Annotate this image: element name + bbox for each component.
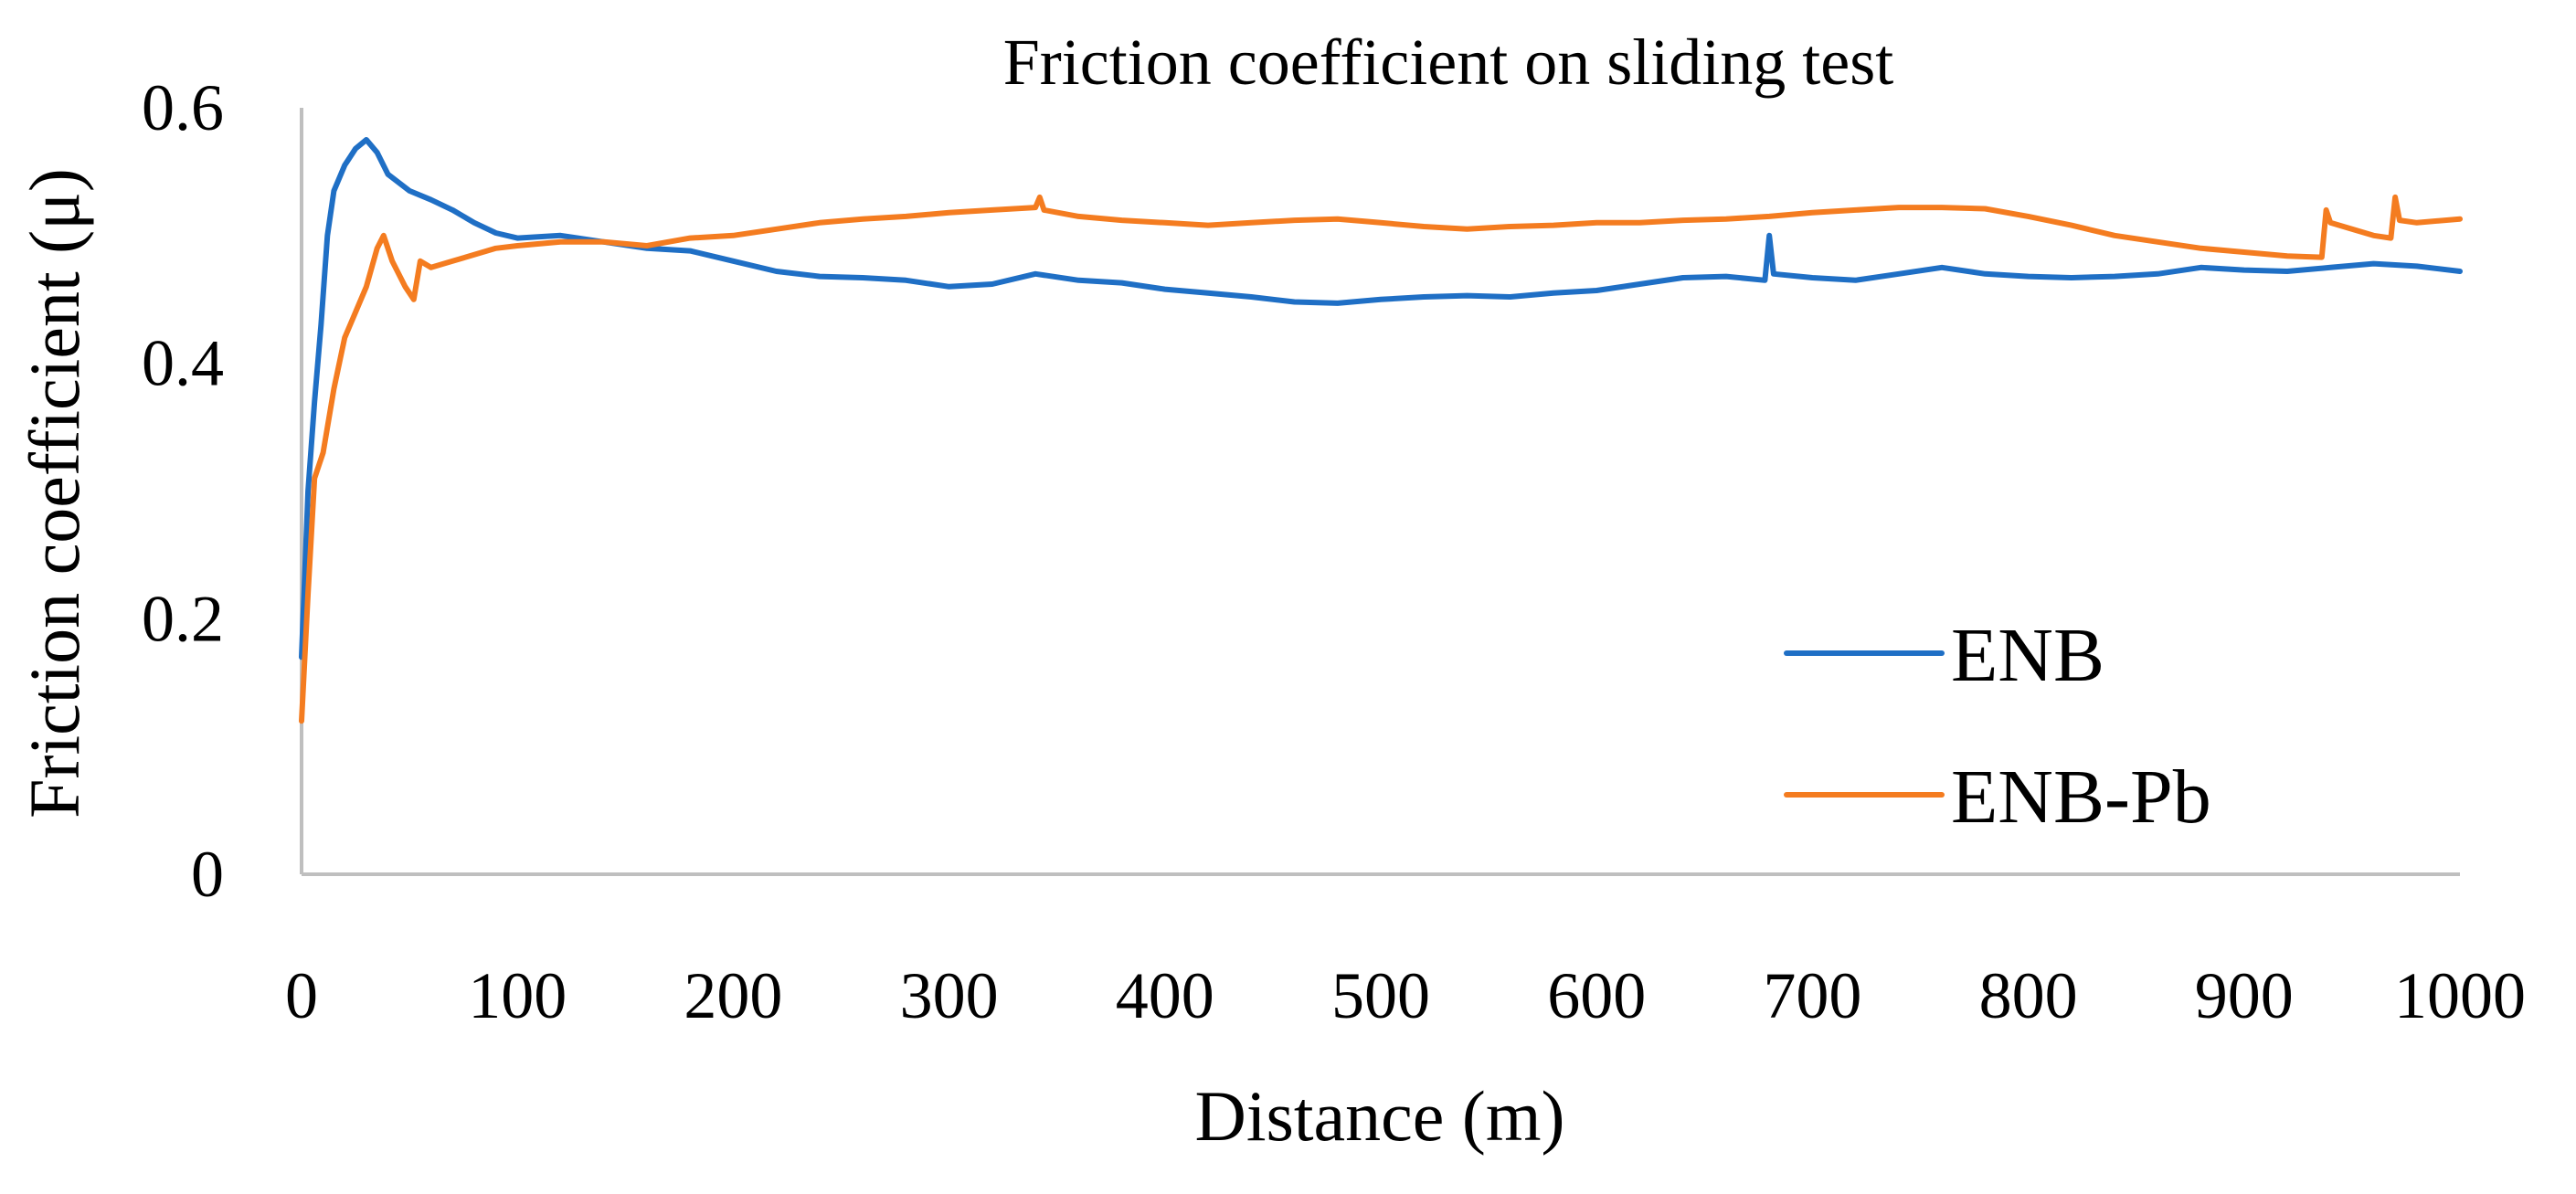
x-tick-labels: 0 100 200 300 400 500 600 700 800 900 1000 [285,959,2526,1032]
y-tick-label: 0.6 [142,71,224,144]
series-line-enb [299,137,2463,660]
series-lines [299,137,2463,724]
y-tick-label: 0 [191,838,224,911]
x-tick-label: 200 [684,959,782,1032]
axes [300,108,2460,876]
y-tick-labels: 0 0.2 0.4 0.6 [142,71,224,911]
x-tick-label: 300 [900,959,999,1032]
y-axis-title: Friction coefficient (μ) [15,168,94,819]
y-tick-label: 0.2 [142,582,224,655]
x-tick-label: 1000 [2394,959,2526,1032]
x-tick-label: 600 [1547,959,1646,1032]
x-tick-label: 0 [285,959,318,1032]
x-tick-label: 700 [1763,959,1861,1032]
series-line-enb-pb [299,194,2463,724]
x-tick-label: 900 [2195,959,2294,1032]
legend-label-enb-pb: ENB-Pb [1951,755,2211,840]
x-tick-label: 100 [468,959,567,1032]
x-axis-title: Distance (m) [1194,1076,1564,1156]
legend-label-enb: ENB [1951,613,2104,698]
x-tick-label: 500 [1331,959,1430,1032]
legend: ENB ENB-Pb [1784,613,2211,840]
y-tick-label: 0.4 [142,327,224,400]
x-tick-label: 800 [1979,959,2078,1032]
chart-title: Friction coefficient on sliding test [1003,26,1894,99]
x-tick-label: 400 [1116,959,1214,1032]
